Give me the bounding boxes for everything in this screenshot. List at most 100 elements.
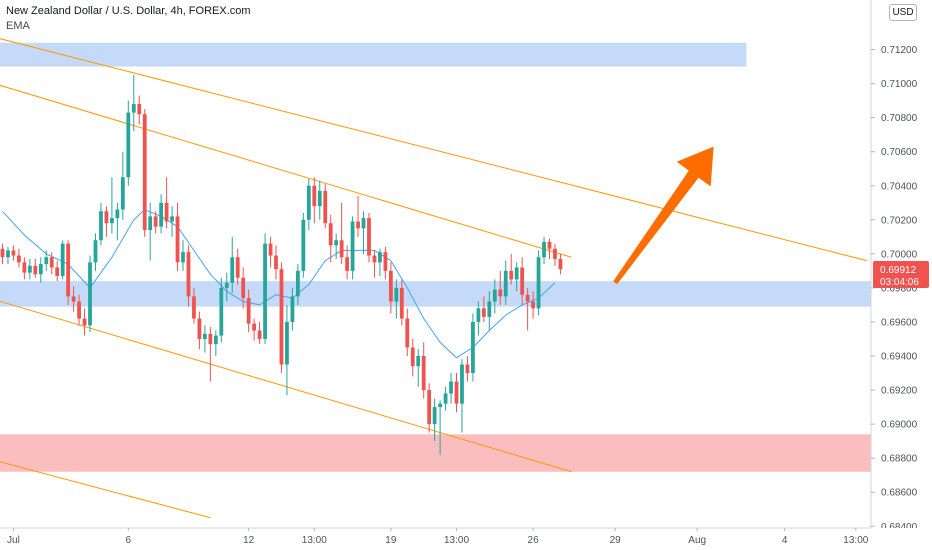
- candle-body: [120, 177, 125, 210]
- candle: [487, 291, 492, 331]
- candle: [6, 247, 10, 265]
- candle-body: [246, 298, 251, 324]
- candle: [306, 178, 311, 231]
- candle-body: [99, 211, 103, 241]
- candle-body: [241, 277, 246, 299]
- candle: [137, 95, 142, 125]
- candle: [257, 321, 262, 345]
- candle: [88, 255, 92, 333]
- candle-body: [11, 250, 16, 256]
- candle: [219, 277, 224, 343]
- candle: [388, 262, 393, 314]
- candle: [410, 338, 415, 377]
- candle-body: [159, 202, 164, 227]
- candle-body: [66, 243, 71, 297]
- y-tick-label: 0.70000: [881, 249, 918, 260]
- candle-body: [257, 330, 262, 339]
- candle: [120, 151, 125, 220]
- candle: [443, 386, 448, 411]
- candle: [235, 248, 240, 285]
- x-tick-label: 4: [782, 535, 788, 546]
- candle: [547, 238, 552, 259]
- candle-body: [399, 287, 404, 319]
- candle: [476, 301, 481, 336]
- candle: [460, 359, 464, 433]
- candle-body: [405, 318, 410, 348]
- candle-body: [230, 257, 235, 283]
- candle-body: [514, 267, 519, 280]
- candle-body: [558, 258, 563, 270]
- candle-body: [367, 218, 371, 256]
- candle-body: [295, 270, 300, 297]
- candle-body: [213, 335, 218, 345]
- candle-body: [202, 333, 207, 339]
- candle: [66, 240, 71, 305]
- x-tick-label: 12: [243, 535, 255, 546]
- candle-body: [186, 252, 191, 297]
- candle: [356, 195, 360, 237]
- candle: [213, 330, 218, 356]
- candle-body: [306, 185, 311, 220]
- candle-body: [268, 243, 273, 256]
- candle: [558, 253, 563, 275]
- candle-body: [192, 296, 196, 319]
- candle: [285, 304, 289, 396]
- time-axis[interactable]: Jul 6 12 13:00 19 13:00 26 29 Aug 4 13:00: [0, 527, 932, 550]
- candle: [60, 240, 65, 280]
- candle: [279, 262, 284, 374]
- candle: [290, 287, 295, 331]
- candle-body: [55, 267, 60, 276]
- candle: [372, 250, 377, 278]
- candle-body: [312, 185, 317, 207]
- up-arrow: [613, 146, 714, 285]
- indicator-label: EMA: [6, 20, 30, 32]
- candle-body: [509, 270, 514, 280]
- y-tick-label: 0.68600: [881, 488, 918, 499]
- candle: [55, 260, 60, 282]
- candle-body: [454, 381, 459, 404]
- x-tick-label: Jul: [7, 535, 20, 546]
- candle: [301, 212, 306, 278]
- candle: [27, 258, 32, 280]
- candle-body: [33, 265, 38, 275]
- candle-body: [148, 216, 153, 231]
- candle-body: [208, 333, 213, 345]
- candle: [427, 383, 432, 433]
- y-tick-label: 0.68400: [881, 522, 918, 533]
- y-tick-label: 0.71000: [881, 79, 918, 90]
- candle-body: [487, 301, 492, 317]
- currency-button[interactable]: USD: [889, 4, 917, 21]
- candle-body: [432, 407, 437, 425]
- candle-body: [71, 296, 76, 302]
- y-tick-label: 0.70400: [881, 181, 918, 192]
- candle-body: [197, 318, 202, 339]
- candle-body: [110, 218, 114, 224]
- candle: [438, 400, 442, 455]
- candle: [503, 260, 508, 305]
- bar-countdown: 03:04:06: [880, 277, 919, 288]
- candle: [252, 318, 257, 341]
- y-tick-label: 0.69800: [881, 283, 918, 294]
- candle: [104, 206, 109, 237]
- candle: [208, 327, 213, 382]
- candle-body: [542, 241, 546, 258]
- candle-body: [142, 114, 147, 231]
- candle-body: [137, 104, 142, 115]
- candle-body: [164, 202, 169, 222]
- candle: [509, 253, 514, 285]
- candle-body: [372, 255, 377, 263]
- candle-body: [44, 257, 49, 265]
- candle-body: [553, 248, 557, 259]
- candle: [0, 243, 5, 265]
- candle: [44, 250, 49, 271]
- y-tick-label: 0.68800: [881, 454, 918, 465]
- candle-body: [301, 219, 306, 271]
- candle: [159, 194, 164, 234]
- candle: [339, 202, 344, 265]
- candle: [350, 216, 355, 280]
- candle-body: [252, 323, 257, 331]
- y-tick-label: 0.70800: [881, 113, 918, 124]
- candle: [465, 356, 470, 382]
- candle-body: [17, 255, 21, 263]
